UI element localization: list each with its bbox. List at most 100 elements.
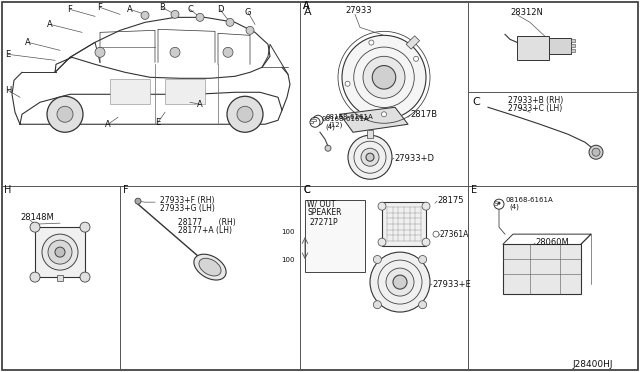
Circle shape — [171, 10, 179, 18]
Circle shape — [370, 252, 430, 312]
Text: 28060M: 28060M — [535, 238, 569, 247]
Text: A: A — [105, 120, 111, 129]
Text: 27933: 27933 — [345, 6, 372, 15]
Circle shape — [30, 272, 40, 282]
Circle shape — [372, 65, 396, 89]
Circle shape — [381, 112, 387, 117]
Text: S: S — [310, 119, 314, 125]
Text: 28148M: 28148M — [20, 213, 54, 222]
Text: A: A — [47, 20, 53, 29]
Circle shape — [55, 247, 65, 257]
Bar — [406, 36, 420, 49]
Circle shape — [246, 26, 254, 34]
Text: 27933+B (RH): 27933+B (RH) — [508, 96, 563, 105]
Circle shape — [378, 238, 386, 246]
Circle shape — [80, 272, 90, 282]
Bar — [571, 44, 575, 47]
Text: (4): (4) — [509, 204, 519, 211]
Text: 08168-6161A: 08168-6161A — [506, 197, 554, 203]
Ellipse shape — [199, 258, 221, 276]
Text: 28175: 28175 — [437, 196, 463, 205]
Circle shape — [135, 198, 141, 204]
Text: J28400HJ: J28400HJ — [572, 359, 612, 369]
Text: A: A — [25, 38, 31, 47]
Bar — [165, 79, 205, 104]
Circle shape — [366, 153, 374, 161]
Text: E: E — [471, 185, 477, 195]
Text: F: F — [97, 3, 102, 12]
Text: H: H — [4, 185, 12, 195]
Bar — [57, 275, 63, 281]
Bar — [382, 202, 426, 246]
Text: S: S — [494, 201, 498, 207]
Circle shape — [47, 96, 83, 132]
Circle shape — [313, 115, 323, 125]
Circle shape — [589, 145, 603, 159]
Text: 27361A: 27361A — [440, 230, 469, 239]
Text: 27933+F (RH): 27933+F (RH) — [160, 196, 214, 205]
Text: (4): (4) — [325, 123, 335, 129]
Bar — [571, 49, 575, 52]
Ellipse shape — [194, 254, 226, 280]
Circle shape — [386, 268, 414, 296]
Circle shape — [419, 301, 427, 309]
Bar — [305, 200, 365, 272]
Circle shape — [227, 96, 263, 132]
Text: A: A — [127, 5, 133, 14]
Text: 100: 100 — [282, 229, 295, 235]
Text: W/ OUT: W/ OUT — [307, 200, 335, 209]
Text: C: C — [303, 185, 310, 195]
Circle shape — [141, 12, 149, 19]
Text: S: S — [313, 117, 317, 123]
Text: 27933+C (LH): 27933+C (LH) — [508, 104, 563, 113]
Circle shape — [413, 56, 419, 61]
Circle shape — [48, 240, 72, 264]
Text: G: G — [244, 8, 252, 17]
Circle shape — [373, 301, 381, 309]
Text: 2817B: 2817B — [410, 110, 437, 119]
Text: A: A — [303, 1, 310, 12]
Circle shape — [196, 13, 204, 21]
Circle shape — [325, 145, 331, 151]
Bar — [367, 130, 373, 138]
Text: SPEAKER: SPEAKER — [307, 208, 342, 217]
Text: B: B — [159, 3, 165, 12]
Text: D: D — [217, 5, 223, 14]
Circle shape — [433, 231, 439, 237]
Text: 08168-6161A: 08168-6161A — [325, 114, 372, 120]
Circle shape — [592, 148, 600, 156]
Text: 27933+G (LH): 27933+G (LH) — [160, 203, 215, 213]
Circle shape — [361, 148, 379, 166]
Circle shape — [170, 47, 180, 57]
Text: 08168-6161A: 08168-6161A — [322, 116, 370, 122]
Text: 28177+A (LH): 28177+A (LH) — [178, 226, 232, 235]
Circle shape — [422, 238, 430, 246]
Text: 28177       (RH): 28177 (RH) — [178, 218, 236, 227]
Circle shape — [57, 106, 73, 122]
Text: E: E — [5, 50, 11, 59]
Circle shape — [237, 106, 253, 122]
Circle shape — [310, 117, 320, 127]
Bar — [503, 244, 581, 294]
Circle shape — [494, 199, 504, 209]
Circle shape — [342, 35, 426, 119]
Text: 28312N: 28312N — [510, 8, 543, 17]
Text: 27933+D: 27933+D — [394, 154, 434, 163]
Text: F: F — [68, 5, 72, 14]
Circle shape — [223, 47, 233, 57]
Bar — [571, 39, 575, 42]
Text: 27271P: 27271P — [309, 218, 338, 227]
Text: C: C — [187, 5, 193, 14]
Circle shape — [95, 47, 105, 57]
Text: A: A — [303, 1, 310, 12]
Text: H: H — [5, 86, 11, 95]
Circle shape — [419, 256, 427, 263]
Circle shape — [422, 202, 430, 210]
Bar — [517, 36, 549, 60]
Circle shape — [373, 256, 381, 263]
Text: F: F — [123, 185, 129, 195]
Circle shape — [497, 202, 500, 205]
Text: A: A — [304, 7, 312, 17]
Text: C: C — [303, 185, 310, 195]
Circle shape — [80, 222, 90, 232]
